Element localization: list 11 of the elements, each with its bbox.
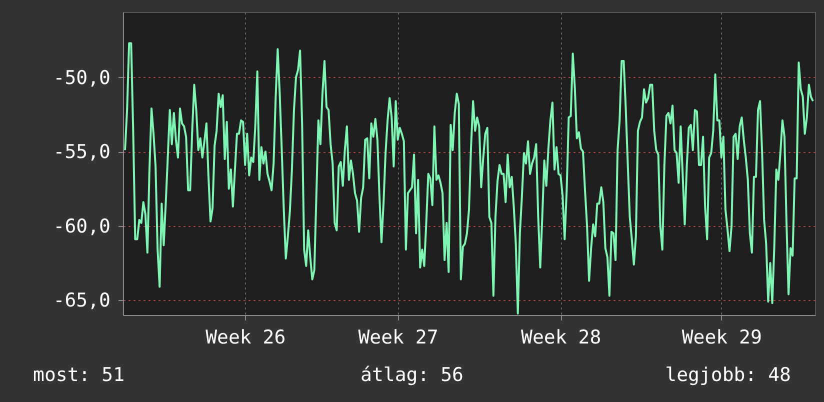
text: átlag: 56 [360, 364, 464, 386]
x-tick-label: Week 29 [682, 326, 762, 348]
y-tick-label: -60,0 [53, 215, 110, 238]
text: most: 51 [33, 364, 125, 386]
y-tick-label: -65,0 [53, 290, 110, 312]
text: legjobb: 48 [665, 364, 791, 386]
y-tick-label: -50,0 [53, 66, 110, 89]
y-tick-label: -55,0 [53, 141, 110, 164]
x-tick-label: Week 26 [206, 326, 286, 348]
x-tick-label: Week 28 [521, 326, 602, 348]
x-tick-label: Week 27 [358, 326, 438, 348]
